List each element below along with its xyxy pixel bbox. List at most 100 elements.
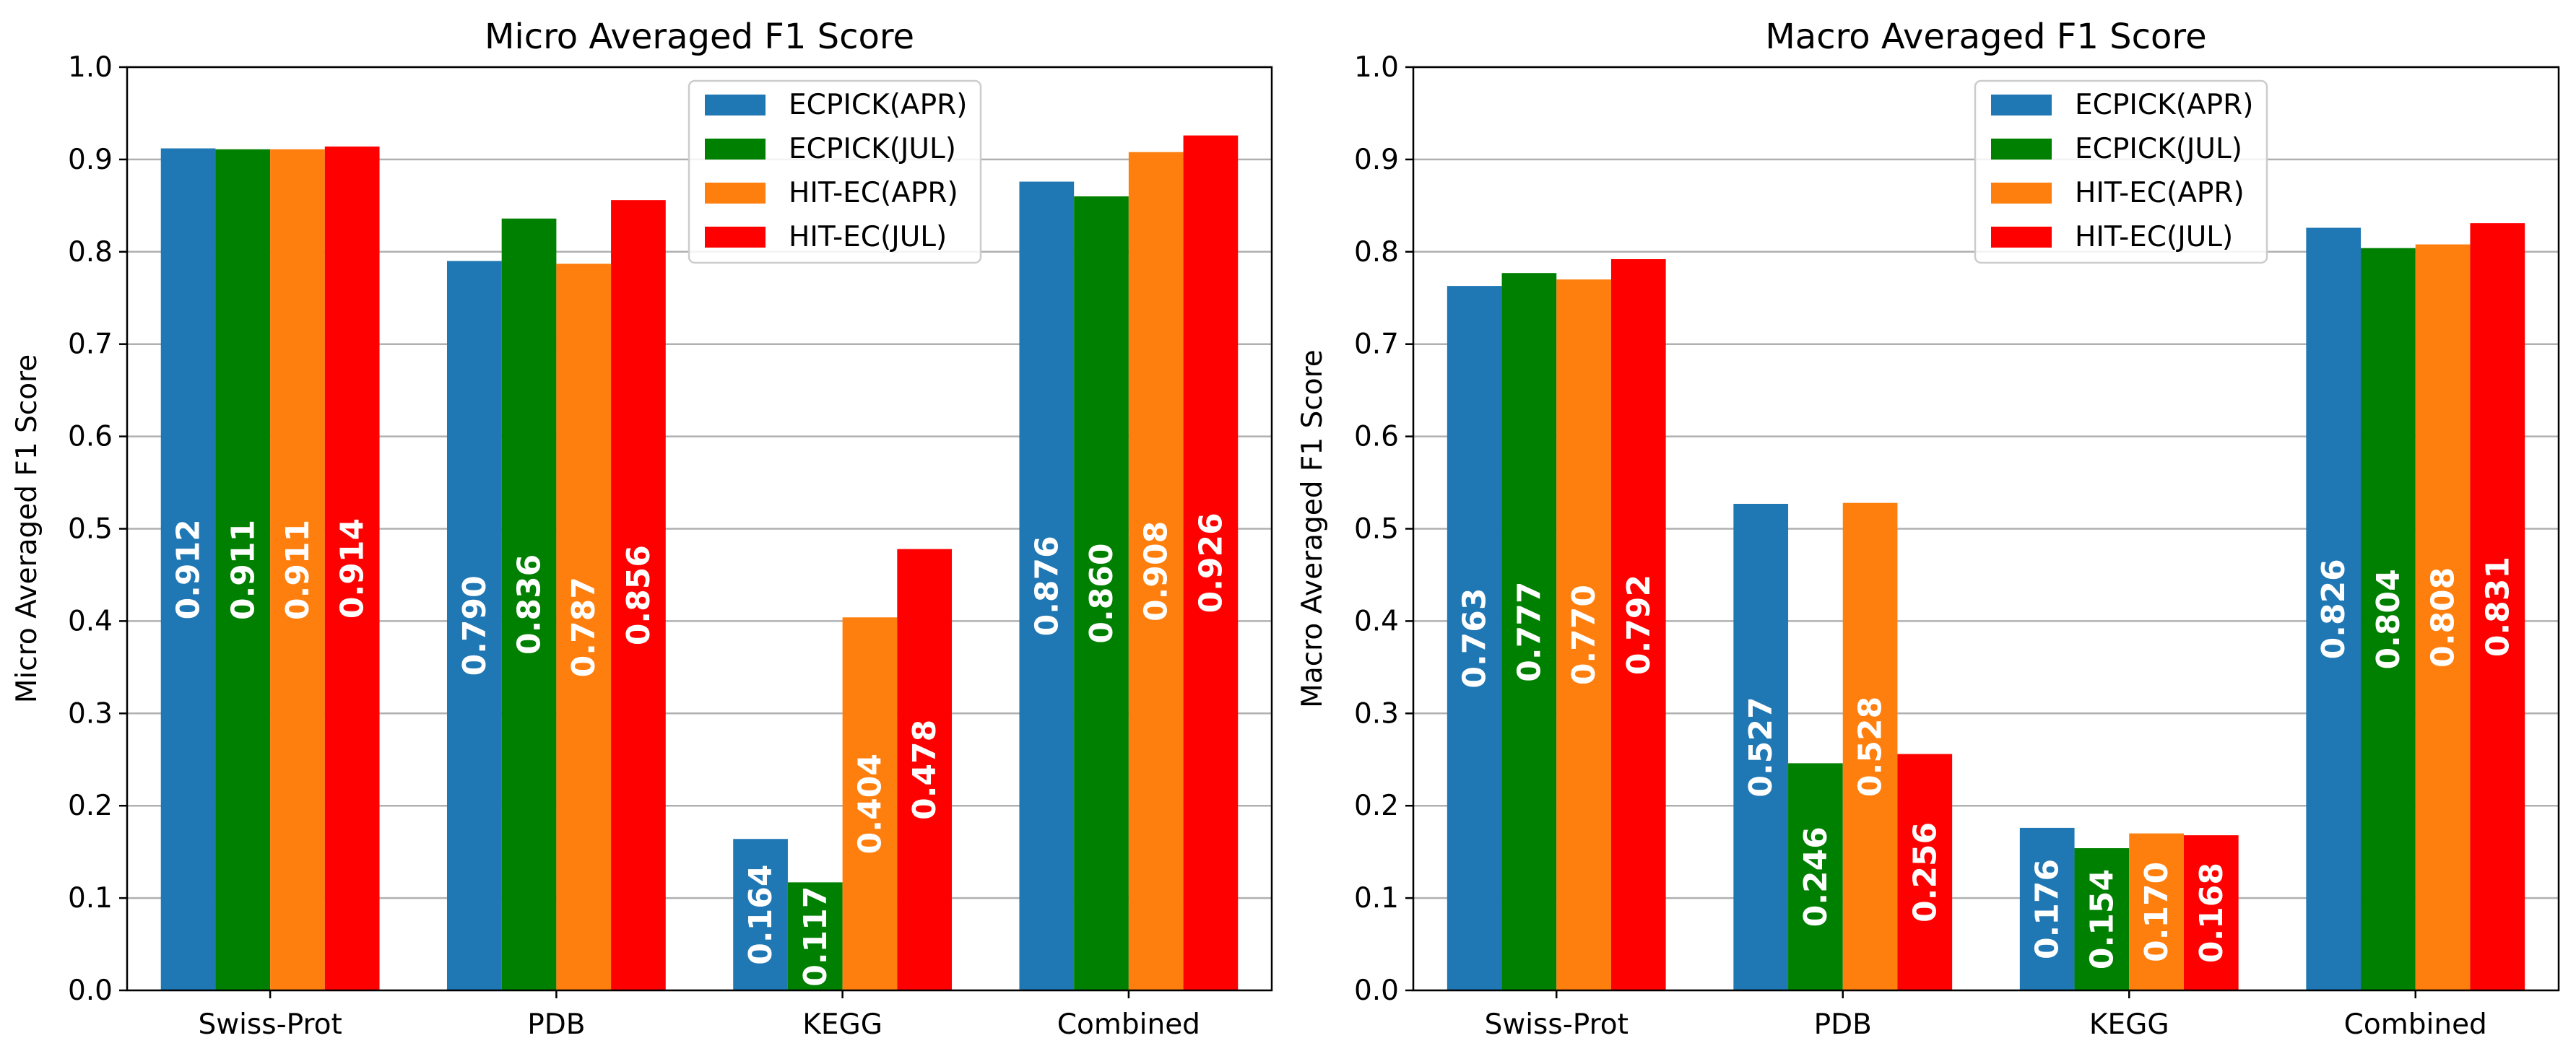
- bar-pdb-4: [611, 200, 666, 990]
- legend: ECPICK(APR) ECPICK(JUL) HIT-EC(APR) HIT-EC(…: [1974, 79, 2268, 264]
- legend-swatch: [1991, 95, 2052, 115]
- y-tick-label: 0.2: [68, 790, 113, 822]
- legend: ECPICK(APR) ECPICK(JUL) HIT-EC(APR) HIT-EC(…: [688, 79, 982, 264]
- legend-label: ECPICK(JUL): [789, 133, 956, 165]
- x-tick-label: PDB: [1814, 1008, 1872, 1041]
- bar-kegg-4: [2183, 835, 2239, 990]
- bar-value-label: 0.404: [851, 754, 888, 854]
- bar-value-label: 0.168: [2193, 863, 2230, 963]
- chart-panel-2: 0.0 0.1 0.2 0.3 0.4 0.5 0.6 0.7 0.8 0.9 1.0 0.763 0.…: [1296, 17, 2560, 1041]
- bar-value-label: 0.790: [456, 575, 493, 676]
- bar-pdb-3: [556, 263, 612, 990]
- x-tick-label: KEGG: [802, 1008, 882, 1041]
- bar-value-label: 0.117: [797, 886, 834, 987]
- y-tick-label: 1.0: [68, 51, 113, 84]
- legend-box: [1974, 79, 2268, 264]
- legend-swatch: [705, 183, 766, 204]
- bar-swiss-prot-3: [1556, 279, 1611, 990]
- bar-pdb-2: [1788, 763, 1843, 990]
- legend-label: HIT-EC(JUL): [789, 221, 947, 253]
- bar-value-label: 0.804: [2370, 569, 2407, 669]
- bar-swiss-prot-4: [324, 146, 380, 990]
- x-tick-label: Swiss-Prot: [1485, 1008, 1629, 1041]
- x-tick-label: KEGG: [2089, 1008, 2169, 1041]
- bar-value-label: 0.763: [1457, 588, 1493, 688]
- y-tick-label: 0.0: [68, 974, 113, 1007]
- bar-kegg-3: [842, 617, 898, 990]
- bar-value-label: 0.176: [2029, 859, 2066, 959]
- legend-swatch: [705, 95, 766, 115]
- y-tick-label: 1.0: [1354, 51, 1399, 84]
- y-tick-label: 0.3: [68, 697, 113, 730]
- bar-value-label: 0.876: [1028, 536, 1065, 636]
- y-tick-label: 0.8: [68, 236, 113, 269]
- bar-value-label: 0.478: [906, 720, 943, 820]
- legend-swatch: [705, 139, 766, 160]
- legend-label: HIT-EC(JUL): [2075, 221, 2233, 253]
- bar-combined-3: [1128, 152, 1184, 991]
- y-tick-label: 0.4: [1354, 605, 1399, 637]
- legend-swatch: [705, 227, 766, 248]
- bar-value-label: 0.911: [279, 520, 316, 620]
- y-tick-label: 0.4: [68, 605, 113, 637]
- legend-label: HIT-EC(APR): [2075, 177, 2245, 209]
- bar-value-label: 0.246: [1797, 827, 1834, 927]
- y-tick-label: 0.1: [1354, 882, 1399, 915]
- y-tick-label: 0.6: [1354, 421, 1399, 453]
- bar-value-label: 0.792: [1621, 575, 1657, 675]
- bar-pdb-1: [1733, 503, 1789, 990]
- bar-value-label: 0.256: [1907, 822, 1943, 923]
- y-tick-label: 0.7: [68, 328, 113, 361]
- bar-combined-3: [2415, 244, 2471, 990]
- legend-swatch: [1991, 183, 2052, 204]
- legend-label: ECPICK(APR): [789, 89, 967, 121]
- bar-value-label: 0.926: [1192, 513, 1229, 613]
- x-tick-label: Combined: [1057, 1008, 1200, 1041]
- bar-value-label: 0.770: [1566, 585, 1603, 685]
- bar-combined-2: [2361, 248, 2416, 991]
- legend-box: [688, 79, 982, 264]
- legend-swatch: [1991, 139, 2052, 160]
- bar-value-label: 0.860: [1083, 543, 1120, 643]
- bar-pdb-3: [1842, 502, 1898, 990]
- y-tick-label: 0.7: [1354, 328, 1399, 361]
- x-tick-label: Swiss-Prot: [198, 1008, 342, 1041]
- y-axis-label: Macro Averaged F1 Score: [1296, 349, 1329, 708]
- chart-title: Macro Averaged F1 Score: [1765, 17, 2206, 57]
- x-tick-label: PDB: [527, 1008, 585, 1041]
- bar-pdb-1: [446, 261, 502, 991]
- chart-panel-1: 0.0 0.1 0.2 0.3 0.4 0.5 0.6 0.7 0.8 0.9 1.0 0.912 0.…: [11, 17, 1273, 1041]
- bar-value-label: 0.808: [2425, 567, 2462, 668]
- legend-label: ECPICK(JUL): [2075, 133, 2242, 165]
- bar-value-label: 0.777: [1511, 582, 1548, 682]
- bar-pdb-2: [501, 218, 557, 991]
- y-tick-label: 0.5: [1354, 513, 1399, 546]
- bar-kegg-4: [897, 549, 953, 990]
- bar-value-label: 0.912: [170, 519, 207, 619]
- bar-value-label: 0.856: [620, 545, 657, 645]
- y-tick-label: 0.0: [1354, 974, 1399, 1007]
- bar-value-label: 0.170: [2138, 862, 2175, 962]
- plot-frame: [1412, 66, 2560, 992]
- bar-swiss-prot-3: [270, 149, 325, 990]
- plot-frame: [126, 66, 1273, 992]
- bar-swiss-prot-1: [1447, 286, 1502, 990]
- bar-kegg-2: [787, 882, 843, 990]
- legend-swatch: [1991, 227, 2052, 248]
- y-tick-label: 0.1: [68, 882, 113, 915]
- bar-combined-1: [2306, 227, 2362, 990]
- bar-value-label: 0.831: [2479, 557, 2516, 657]
- bar-value-label: 0.154: [2083, 869, 2120, 969]
- bar-combined-2: [1074, 196, 1129, 990]
- x-tick-label: Combined: [2344, 1008, 2487, 1041]
- bar-value-label: 0.836: [511, 554, 548, 655]
- y-tick-label: 0.6: [68, 421, 113, 453]
- bar-value-label: 0.911: [225, 520, 261, 620]
- bar-combined-1: [1019, 181, 1075, 991]
- bar-value-label: 0.787: [565, 577, 602, 677]
- y-tick-label: 0.2: [1354, 790, 1399, 822]
- bar-value-label: 0.164: [742, 865, 779, 965]
- bar-swiss-prot-1: [160, 148, 216, 990]
